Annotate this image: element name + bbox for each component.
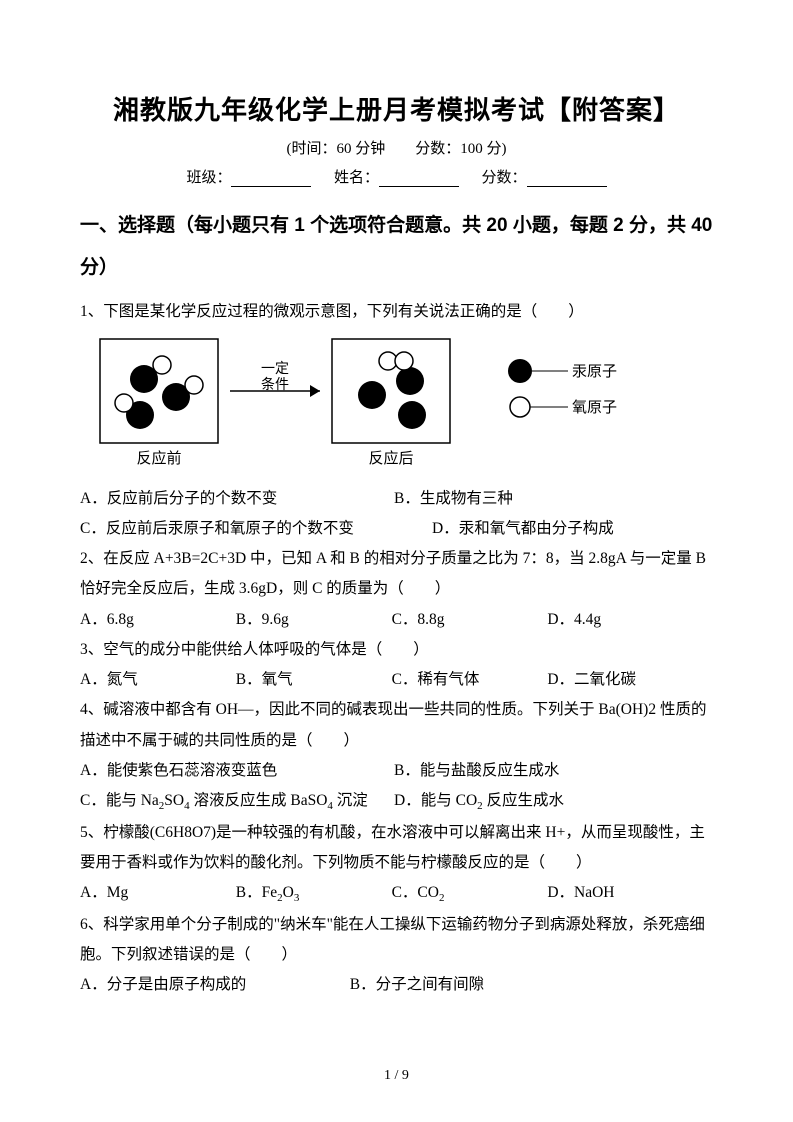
name-label: 姓名： [334,170,379,186]
q1-opts-row2: C．反应前后汞原子和氧原子的个数不变 D．汞和氧气都由分子构成 [80,514,713,544]
q4-opts-row1: A．能使紫色石蕊溶液变蓝色 B．能与盐酸反应生成水 [80,756,713,786]
q4-optD[interactable]: D．能与 CO2 反应生成水 [394,786,704,818]
q3-optA[interactable]: A．氮气 [80,665,232,695]
page-number: 1 / 9 [0,1068,793,1084]
q2-optD[interactable]: D．4.4g [547,605,699,635]
q5-optD[interactable]: D．NaOH [547,878,699,908]
q4-optB[interactable]: B．能与盐酸反应生成水 [394,756,704,786]
q2-optC[interactable]: C．8.8g [392,605,544,635]
score-label: 分数： [482,170,527,186]
q5-stem: 5、柠檬酸(C6H8O7)是一种较强的有机酸，在水溶液中可以解离出来 H+，从而… [80,818,713,878]
q3-stem: 3、空气的成分中能供给人体呼吸的气体是（ ） [80,635,713,665]
q2-optA[interactable]: A．6.8g [80,605,232,635]
svg-text:条件: 条件 [261,376,289,393]
q2-opts: A．6.8g B．9.6g C．8.8g D．4.4g [80,605,713,635]
q4-stem: 4、碱溶液中都含有 OH—，因此不同的碱表现出一些共同的性质。下列关于 Ba(O… [80,695,713,755]
q3-optB[interactable]: B．氧气 [236,665,388,695]
q1-optD[interactable]: D．汞和氧气都由分子构成 [432,514,614,544]
class-blank[interactable] [231,170,311,187]
svg-text:反应前: 反应前 [136,449,181,467]
svg-text:氧原子: 氧原子 [572,399,617,416]
q6-opts: A．分子是由原子构成的 B．分子之间有间隙 [80,970,713,1000]
fill-line: 班级： 姓名： 分数： [80,166,713,187]
q1-optA[interactable]: A．反应前后分子的个数不变 [80,484,390,514]
q5-optB[interactable]: B．Fe2O3 [236,878,388,910]
q3-optC[interactable]: C．稀有气体 [392,665,544,695]
q1-opts-row1: A．反应前后分子的个数不变 B．生成物有三种 [80,484,713,514]
q6-optA[interactable]: A．分子是由原子构成的 [80,970,346,1000]
svg-text:汞原子: 汞原子 [572,363,617,380]
q1-stem: 1、下图是某化学反应过程的微观示意图，下列有关说法正确的是（ ） [80,297,713,327]
class-label: 班级： [186,170,231,186]
q5-optC[interactable]: C．CO2 [392,878,544,910]
q6-optB[interactable]: B．分子之间有间隙 [350,970,660,1000]
q1-optC[interactable]: C．反应前后汞原子和氧原子的个数不变 [80,514,428,544]
exam-title: 湘教版九年级化学上册月考模拟考试【附答案】 [80,90,713,127]
exam-meta: (时间：60 分钟 分数：100 分) [80,137,713,158]
q4-optA[interactable]: A．能使紫色石蕊溶液变蓝色 [80,756,390,786]
q4-optC[interactable]: C．能与 Na2SO4 溶液反应生成 BaSO4 沉淀 [80,786,390,818]
q2-stem: 2、在反应 A+3B=2C+3D 中，已知 A 和 B 的相对分子质量之比为 7… [80,544,713,604]
q6-stem: 6、科学家用单个分子制成的"纳米车"能在人工操纵下运输药物分子到病源处释放，杀死… [80,910,713,970]
q2-optB[interactable]: B．9.6g [236,605,388,635]
q5-opts: A．Mg B．Fe2O3 C．CO2 D．NaOH [80,878,713,910]
q1-diagram: 反应前 一定 条件 反应后 汞原子 氧原子 [90,333,713,478]
svg-text:反应后: 反应后 [368,449,413,467]
score-blank[interactable] [527,170,607,187]
name-blank[interactable] [379,170,459,187]
q5-optA[interactable]: A．Mg [80,878,232,908]
section-1-heading: 一、选择题（每小题只有 1 个选项符合题意。共 20 小题，每题 2 分，共 4… [80,205,713,289]
q3-opts: A．氮气 B．氧气 C．稀有气体 D．二氧化碳 [80,665,713,695]
svg-text:一定: 一定 [261,361,289,377]
q1-optB[interactable]: B．生成物有三种 [394,484,704,514]
q3-optD[interactable]: D．二氧化碳 [547,665,699,695]
q4-opts-row2: C．能与 Na2SO4 溶液反应生成 BaSO4 沉淀 D．能与 CO2 反应生… [80,786,713,818]
